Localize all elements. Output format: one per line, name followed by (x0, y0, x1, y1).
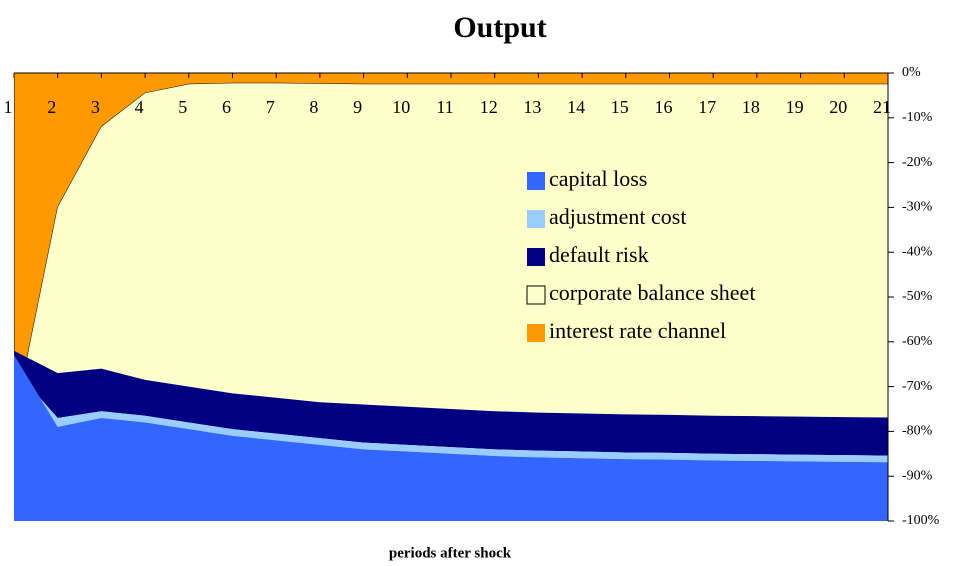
y-tick-label: -40% (902, 244, 933, 259)
y-tick-label: 0% (902, 65, 921, 80)
x-tick-label: 2 (47, 97, 56, 117)
area (14, 355, 888, 521)
x-tick-label: 6 (222, 97, 231, 117)
y-tick-label: -10% (902, 110, 933, 125)
y-tick-label: -30% (902, 200, 933, 215)
legend-swatch (527, 210, 545, 228)
x-tick-label: 16 (655, 97, 673, 117)
x-tick-label: 7 (266, 97, 275, 117)
y-tick-label: -80% (902, 424, 933, 439)
y-tick-label: -90% (902, 468, 933, 483)
legend-swatch (527, 324, 545, 342)
x-tick-label: 15 (611, 97, 629, 117)
x-tick-label: 9 (353, 97, 362, 117)
x-tick-label: 3 (91, 97, 100, 117)
x-tick-label: 13 (523, 97, 541, 117)
area (14, 83, 888, 423)
x-tick-label: 5 (178, 97, 187, 117)
y-tick-label: -70% (902, 379, 933, 394)
x-tick-label: 10 (392, 97, 410, 117)
y-tick-label: -20% (902, 155, 933, 170)
x-tick-label: 17 (698, 97, 716, 117)
legend-swatch (527, 248, 545, 266)
x-tick-label: 8 (309, 97, 318, 117)
y-tick-label: -60% (902, 334, 933, 349)
legend-swatch (527, 172, 545, 190)
area (14, 350, 888, 456)
area (14, 355, 888, 463)
x-tick-label: 20 (829, 97, 847, 117)
legend-label: default risk (549, 242, 649, 267)
x-tick-label: 4 (135, 97, 144, 117)
chart-title: Output (453, 11, 546, 44)
x-tick-label: 14 (567, 97, 585, 117)
legend-label: interest rate channel (549, 318, 726, 343)
x-tick-label: 21 (873, 97, 891, 117)
legend-label: capital loss (549, 166, 647, 191)
x-tick-label: 18 (742, 97, 760, 117)
x-tick-label: 19 (786, 97, 804, 117)
x-tick-label: 11 (436, 97, 453, 117)
x-tick-label: 1 (4, 97, 13, 117)
legend-label: adjustment cost (549, 204, 686, 229)
x-tick-label: 12 (480, 97, 498, 117)
x-axis-label: periods after shock (389, 545, 512, 561)
y-tick-label: -100% (902, 513, 940, 528)
legend-swatch (526, 285, 546, 305)
y-tick-label: -50% (902, 289, 933, 304)
area (14, 73, 888, 423)
plot (14, 73, 888, 521)
legend-label: corporate balance sheet (549, 280, 755, 305)
